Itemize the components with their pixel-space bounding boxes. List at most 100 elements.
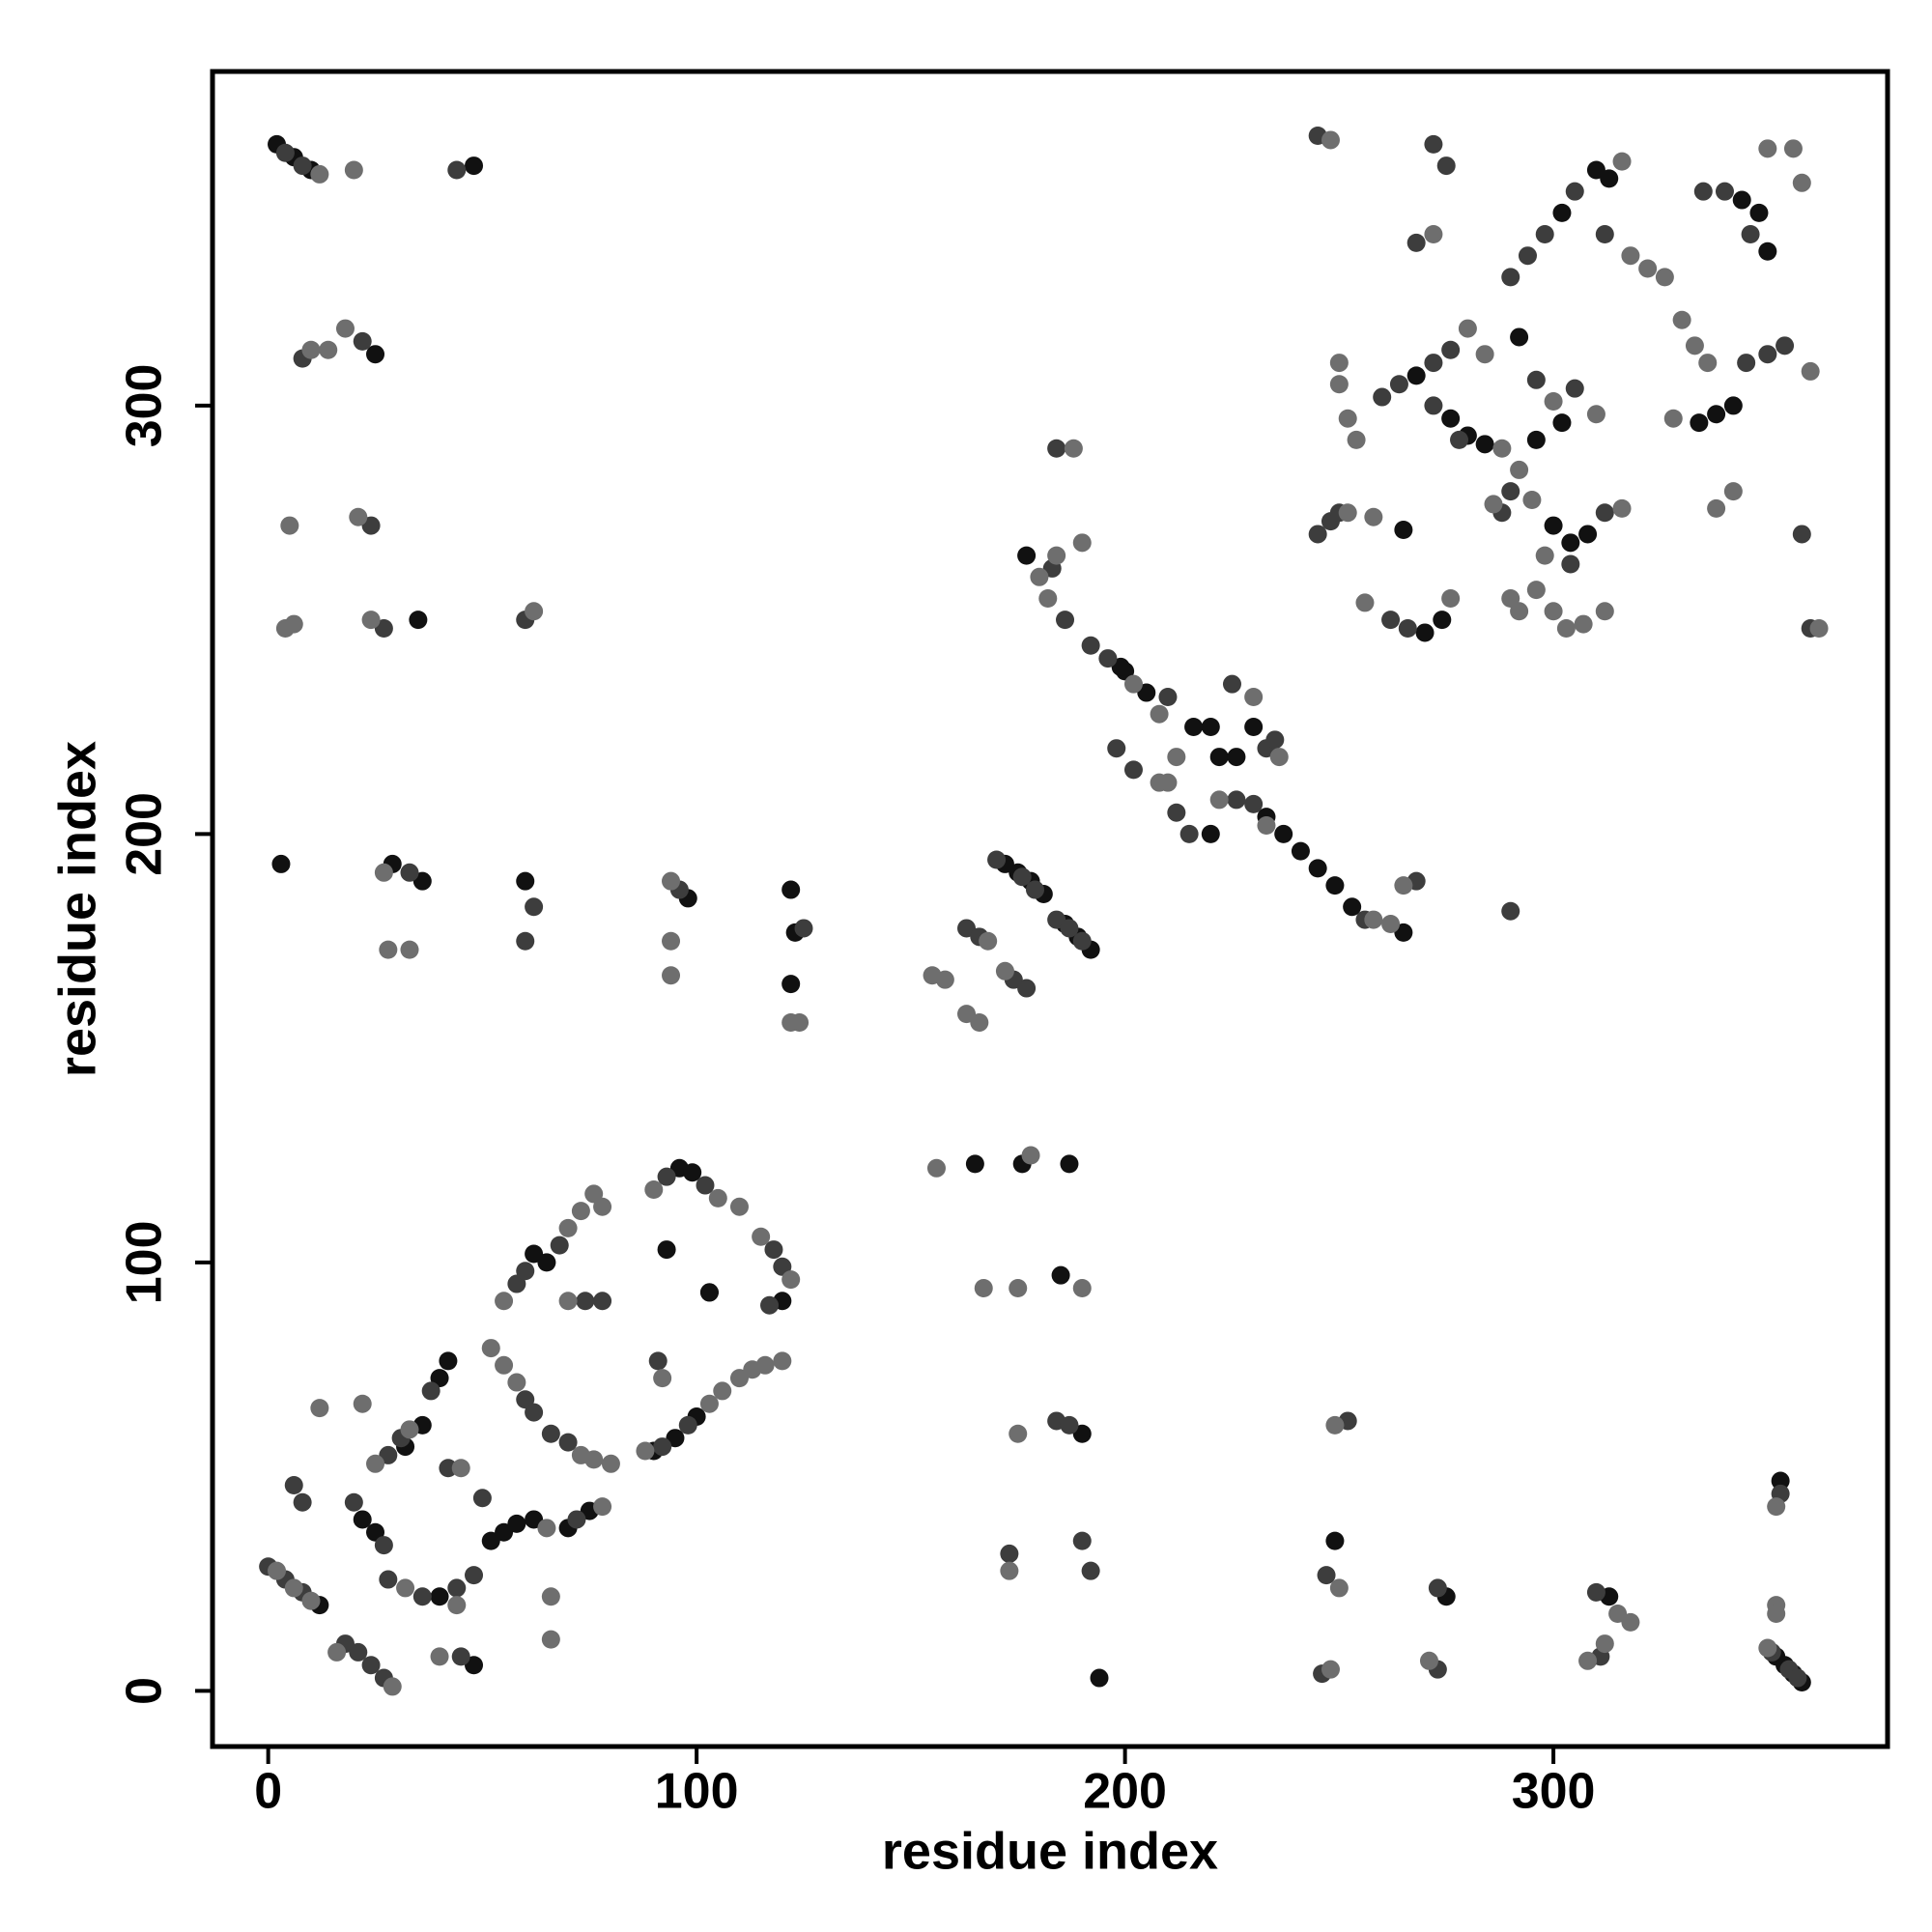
point [1663, 409, 1683, 428]
point [755, 1355, 775, 1375]
point [1265, 730, 1285, 750]
point [1428, 1578, 1447, 1598]
point [1441, 409, 1461, 428]
point [1025, 880, 1044, 899]
point [275, 143, 295, 162]
point [1424, 396, 1443, 415]
point [284, 614, 303, 634]
y-tick-label: 100 [117, 1220, 173, 1304]
point [439, 1351, 458, 1371]
point [1274, 824, 1293, 843]
point [293, 156, 312, 176]
point [409, 611, 428, 630]
point [683, 1163, 702, 1182]
point [525, 1403, 544, 1422]
point [1321, 1660, 1340, 1679]
point [1107, 739, 1126, 758]
point [1595, 225, 1614, 244]
point [1758, 1638, 1777, 1658]
point [301, 340, 321, 359]
point [1535, 225, 1554, 244]
point [1561, 533, 1580, 553]
point [1060, 919, 1079, 938]
point [1424, 134, 1443, 154]
point [790, 1013, 810, 1033]
point [1535, 546, 1554, 565]
point [584, 1450, 604, 1469]
x-tick-label: 100 [655, 1764, 739, 1820]
point [1544, 391, 1563, 411]
point [1792, 525, 1811, 544]
point [593, 1292, 612, 1311]
point [1343, 897, 1362, 917]
point [1574, 614, 1593, 634]
point [1655, 268, 1674, 287]
point [1081, 1561, 1100, 1580]
point [1565, 379, 1584, 398]
point [1475, 435, 1494, 454]
point [537, 1253, 556, 1272]
point [447, 1578, 467, 1598]
point [1792, 173, 1811, 192]
point [1150, 773, 1169, 792]
point [1373, 387, 1392, 407]
point [653, 1437, 672, 1457]
point [1317, 1566, 1336, 1585]
point [662, 871, 681, 891]
point [1364, 507, 1383, 526]
point [1685, 336, 1704, 355]
point [1325, 1531, 1345, 1550]
point [1501, 482, 1520, 501]
point [1394, 876, 1413, 895]
point [301, 1591, 321, 1610]
y-tick-label: 200 [117, 792, 173, 876]
point [662, 966, 681, 985]
point [1308, 859, 1327, 878]
point [1060, 1415, 1079, 1435]
point [1510, 460, 1529, 479]
point [657, 1240, 676, 1260]
point [1244, 718, 1264, 737]
point [1737, 354, 1756, 373]
point [1269, 748, 1289, 767]
point [1638, 259, 1658, 278]
point [366, 1454, 385, 1473]
point [1184, 718, 1204, 737]
point [1017, 979, 1037, 998]
point [1098, 649, 1118, 668]
point [430, 1587, 449, 1606]
point [507, 1514, 526, 1533]
point [1526, 430, 1546, 449]
point [379, 1570, 398, 1589]
y-axis-title: residue index [48, 741, 106, 1077]
point [752, 1227, 771, 1246]
point [1510, 327, 1529, 347]
point [708, 1188, 727, 1208]
point [472, 1489, 492, 1508]
point [593, 1497, 612, 1517]
point [662, 931, 681, 951]
point [1767, 1497, 1786, 1517]
point [1338, 409, 1357, 428]
point [1244, 794, 1264, 813]
point [353, 1510, 372, 1529]
point [349, 1642, 368, 1662]
point [699, 1394, 719, 1413]
point [987, 850, 1007, 869]
point [319, 340, 338, 359]
point [1783, 139, 1803, 158]
point [1612, 498, 1632, 518]
point [1051, 1265, 1070, 1285]
point [1325, 876, 1345, 895]
x-tick-label: 0 [254, 1764, 282, 1820]
point [558, 1218, 578, 1237]
point [773, 1351, 792, 1371]
point [571, 1202, 590, 1221]
point [396, 1578, 415, 1598]
point [1501, 901, 1520, 921]
point [1012, 867, 1032, 887]
point [507, 1373, 526, 1392]
point [495, 1355, 514, 1375]
point [1732, 190, 1751, 210]
point [729, 1197, 749, 1216]
